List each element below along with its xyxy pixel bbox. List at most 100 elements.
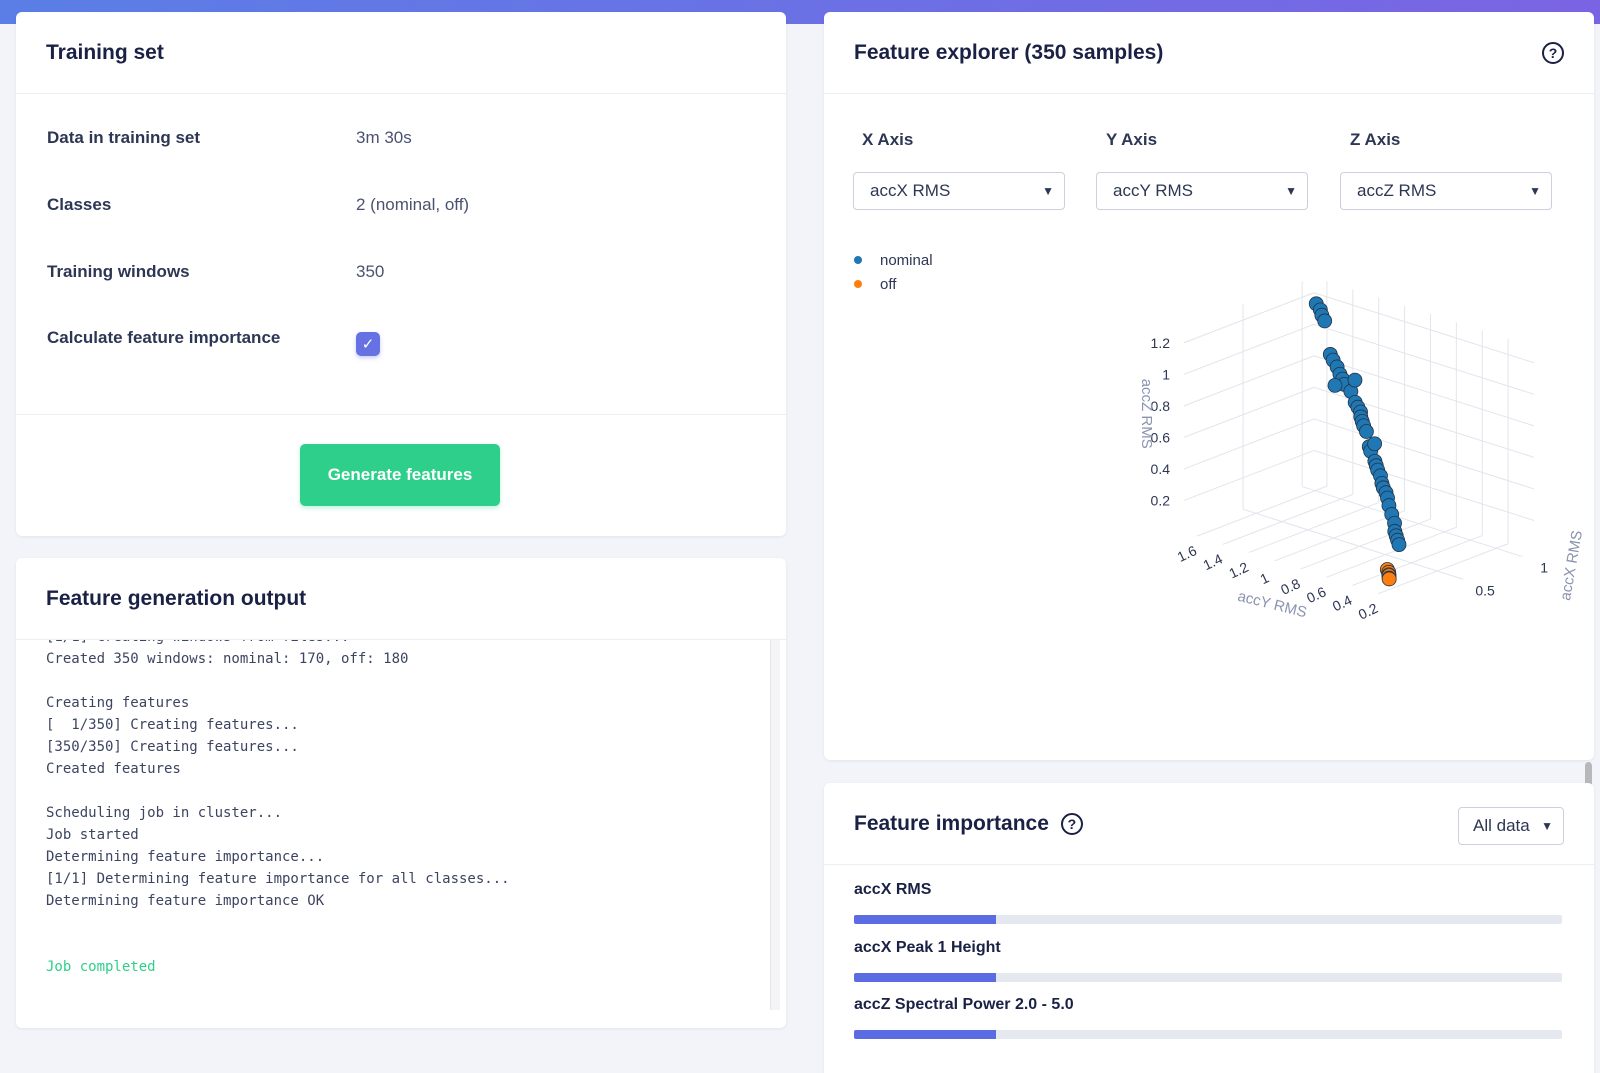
log-line: [350/350] Creating features... — [46, 739, 299, 755]
scatter-3d-plot[interactable]: 0.20.40.60.811.20.20.40.60.811.21.41.60.… — [824, 272, 1594, 692]
importance-bar-track — [854, 915, 1562, 924]
grid-line — [1313, 449, 1535, 521]
grid-line — [1313, 386, 1535, 458]
grid-line — [1302, 486, 1523, 558]
y-axis-label: Y Axis — [1106, 130, 1158, 149]
calculate-feature-importance-checkbox[interactable]: ✓ — [356, 332, 380, 356]
classes-label: Classes — [47, 195, 112, 214]
y-axis-title: accY RMS — [1236, 588, 1309, 622]
y-tick-label: 1.4 — [1201, 550, 1226, 573]
grid-line — [1326, 526, 1457, 578]
grid-line — [1313, 323, 1535, 395]
z-tick-label: 0.8 — [1151, 398, 1171, 414]
y-axis-select[interactable]: accY RMS ▼ — [1096, 172, 1308, 210]
grid-line — [1377, 543, 1509, 595]
output-log[interactable]: [1/1] Creating windows from files... Cre… — [16, 640, 786, 1010]
z-tick-label: 0.4 — [1151, 461, 1171, 477]
importance-title: Feature importance — [854, 811, 1049, 835]
legend-dot-off — [854, 280, 862, 288]
log-line: Created 350 windows: nominal: 170, off: … — [46, 651, 409, 667]
grid-line — [1313, 418, 1535, 490]
grid-line — [1183, 386, 1315, 438]
z-axis-select-value: accZ RMS — [1357, 181, 1437, 200]
x-axis-label: X Axis — [862, 130, 914, 149]
y-tick-label: 0.6 — [1304, 583, 1329, 606]
z-tick-label: 0.2 — [1151, 492, 1171, 508]
log-line: Determining feature importance OK — [46, 893, 325, 909]
grid-line — [1222, 493, 1354, 545]
training-windows-label: Training windows — [47, 262, 190, 281]
scatter-point-nominal[interactable] — [1317, 313, 1333, 329]
grid-line — [1352, 535, 1483, 586]
divider — [16, 414, 786, 415]
x-axis-select-value: accX RMS — [870, 181, 951, 200]
legend-item-off[interactable]: off — [854, 272, 933, 296]
importance-bar-fill — [854, 973, 996, 982]
grid-line — [1248, 502, 1379, 554]
grid-line — [1183, 418, 1315, 470]
importance-filter-value: All data — [1473, 816, 1530, 835]
y-axis-select-value: accY RMS — [1113, 181, 1193, 200]
legend-dot-nominal — [854, 256, 862, 264]
importance-feature-name: accX Peak 1 Height — [854, 939, 1001, 956]
x-tick-label: 1 — [1540, 560, 1548, 576]
explorer-title: Feature explorer (350 samples) — [854, 40, 1164, 64]
training-set-title: Training set — [46, 40, 164, 64]
scatter-point-off[interactable] — [1381, 571, 1397, 587]
help-icon[interactable]: ? — [1542, 41, 1564, 64]
z-tick-label: 1 — [1162, 366, 1170, 382]
y-tick-label: 1.2 — [1226, 559, 1251, 582]
importance-filter-select[interactable]: All data ▼ — [1458, 807, 1564, 845]
x-axis-title: accX RMS — [1557, 529, 1586, 602]
y-tick-label: 0.2 — [1356, 600, 1381, 623]
help-icon[interactable]: ? — [1060, 812, 1083, 835]
x-tick-label: 0.5 — [1475, 582, 1495, 598]
y-tick-label: 0.8 — [1278, 575, 1303, 598]
legend-item-nominal[interactable]: nominal — [854, 248, 933, 272]
legend-label-nominal: nominal — [880, 251, 933, 269]
log-line: Created features — [46, 761, 181, 777]
feature-explorer-card: Feature explorer (350 samples) ? X Axis … — [824, 12, 1594, 760]
calculate-feature-importance-label: Calculate feature importance — [47, 328, 281, 347]
output-header: Feature generation output — [16, 558, 786, 640]
chevron-down-icon: ▼ — [1285, 184, 1297, 198]
z-axis-title: accZ RMS — [1138, 379, 1155, 449]
grid-line — [1313, 355, 1535, 427]
training-set-header: Training set — [16, 12, 786, 94]
grid-line — [1242, 508, 1464, 580]
importance-row: accX Peak 1 Height — [854, 939, 1562, 982]
output-scrollbar-track[interactable] — [770, 640, 780, 1010]
checkmark-icon: ✓ — [361, 336, 375, 353]
grid-line — [1183, 355, 1315, 407]
grid-line — [1183, 449, 1315, 501]
training-set-card: Training set Data in training set 3m 30s… — [16, 12, 786, 536]
scatter-point-nominal[interactable] — [1367, 436, 1383, 452]
feature-generation-output-card: Feature generation output [1/1] Creating… — [16, 558, 786, 1028]
scatter-point-nominal[interactable] — [1391, 537, 1407, 553]
chevron-down-icon: ▼ — [1541, 819, 1553, 833]
log-line: [ 1/350] Creating features... — [46, 717, 299, 733]
importance-bar-fill — [854, 915, 996, 924]
generate-features-button[interactable]: Generate features — [300, 444, 500, 506]
log-line: Scheduling job in cluster... — [46, 805, 283, 821]
y-tick-label: 1.6 — [1175, 542, 1200, 565]
classes-value: 2 (nominal, off) — [356, 195, 470, 214]
scatter-point-nominal[interactable] — [1347, 372, 1363, 388]
feature-importance-card: Feature importance? All data ▼ accX RMS ac… — [824, 783, 1594, 1073]
training-windows-value: 350 — [356, 262, 385, 281]
importance-row: accZ Spectral Power 2.0 - 5.0 — [854, 996, 1562, 1039]
y-tick-label: 0.4 — [1330, 592, 1355, 615]
z-tick-label: 0.6 — [1151, 429, 1171, 445]
log-line: Job started — [46, 827, 139, 843]
grid-line — [1313, 292, 1535, 364]
log-line-job-completed: Job completed — [46, 959, 156, 975]
scatter-point-nominal[interactable] — [1327, 377, 1343, 393]
importance-bar-fill — [854, 1030, 996, 1039]
explorer-header: Feature explorer (350 samples) ? — [824, 12, 1594, 94]
log-line: Creating features — [46, 695, 190, 711]
grid-line — [1274, 510, 1405, 562]
scatter-point-nominal[interactable] — [1359, 424, 1374, 439]
z-axis-select[interactable]: accZ RMS ▼ — [1340, 172, 1552, 210]
chart-legend: nominal off — [854, 248, 933, 296]
x-axis-select[interactable]: accX RMS ▼ — [853, 172, 1065, 210]
